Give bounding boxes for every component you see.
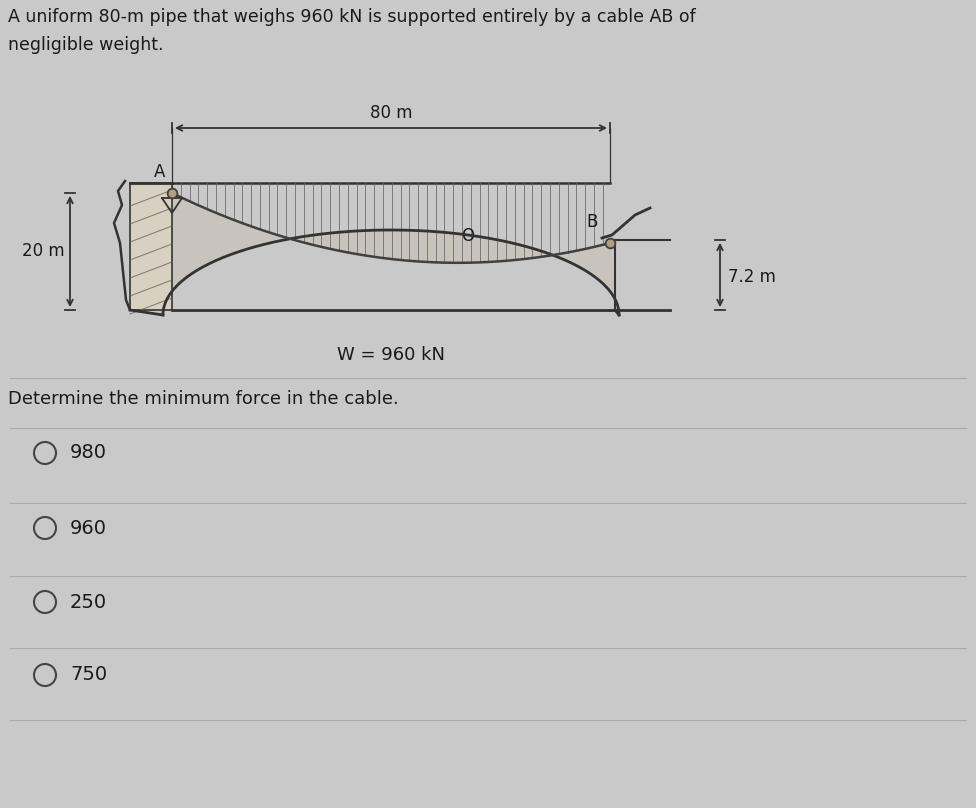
Text: B: B (587, 213, 597, 231)
Text: 960: 960 (70, 519, 107, 537)
Bar (130, 183, 172, 310)
Text: 80 m: 80 m (370, 104, 412, 122)
Text: A uniform 80-m pipe that weighs 960 kN is supported entirely by a cable AB of: A uniform 80-m pipe that weighs 960 kN i… (8, 8, 696, 26)
Text: 20 m: 20 m (22, 242, 65, 260)
Text: 7.2 m: 7.2 m (728, 267, 776, 285)
Text: 250: 250 (70, 592, 107, 612)
Text: Determine the minimum force in the cable.: Determine the minimum force in the cable… (8, 390, 399, 408)
Text: 980: 980 (70, 444, 107, 462)
Text: W = 960 kN: W = 960 kN (337, 346, 445, 364)
Text: A: A (154, 163, 166, 181)
Text: O: O (461, 227, 474, 245)
Text: negligible weight.: negligible weight. (8, 36, 164, 54)
Polygon shape (130, 183, 619, 315)
Text: 750: 750 (70, 666, 107, 684)
